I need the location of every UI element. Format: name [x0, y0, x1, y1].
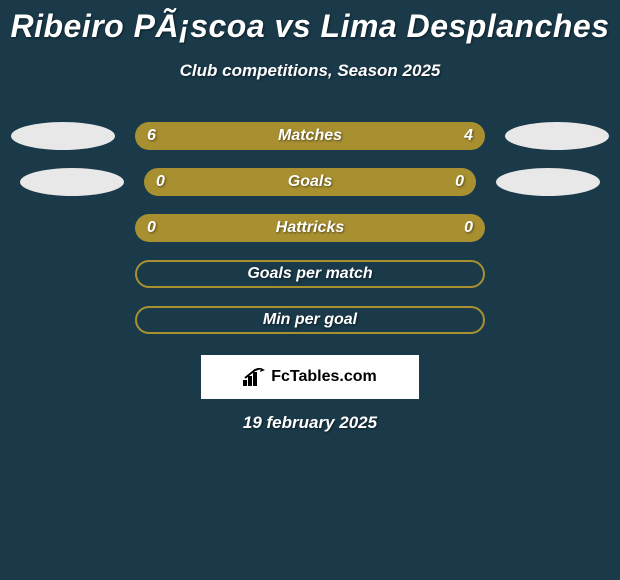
stat-label: Min per goal: [263, 311, 357, 329]
stat-row-matches: 6 Matches 4: [0, 119, 620, 153]
page-title: Ribeiro PÃ¡scoa vs Lima Desplanches: [0, 8, 620, 45]
stat-value-left: 6: [147, 127, 167, 145]
logo-text: FcTables.com: [271, 368, 377, 386]
stat-row-min-per-goal: Min per goal: [0, 303, 620, 337]
player-right-marker: [496, 168, 600, 196]
stat-row-goals-per-match: Goals per match: [0, 257, 620, 291]
chart-icon: [243, 368, 265, 386]
player-left-marker: [20, 168, 124, 196]
stat-value-right: 4: [453, 127, 473, 145]
stat-label: Goals: [288, 173, 332, 191]
subtitle: Club competitions, Season 2025: [0, 61, 620, 81]
player-right-marker: [505, 122, 609, 150]
stat-value-left: 0: [147, 219, 167, 237]
stat-value-right: 0: [453, 219, 473, 237]
ellipse-placeholder: [505, 260, 609, 288]
stat-row-goals: 0 Goals 0: [0, 165, 620, 199]
stat-value-right: 0: [444, 173, 464, 191]
stat-row-hattricks: 0 Hattricks 0: [0, 211, 620, 245]
ellipse-placeholder: [505, 306, 609, 334]
fctables-logo: FcTables.com: [201, 355, 419, 399]
stat-bar-hattricks: 0 Hattricks 0: [135, 214, 485, 242]
date-label: 19 february 2025: [0, 413, 620, 433]
stat-bar-goals-per-match: Goals per match: [135, 260, 485, 288]
stat-bar-min-per-goal: Min per goal: [135, 306, 485, 334]
stat-label: Hattricks: [276, 219, 344, 237]
comparison-infographic: Ribeiro PÃ¡scoa vs Lima Desplanches Club…: [0, 0, 620, 433]
ellipse-placeholder: [11, 306, 115, 334]
stat-label: Goals per match: [247, 265, 372, 283]
stat-bar-matches: 6 Matches 4: [135, 122, 485, 150]
stat-value-left: 0: [156, 173, 176, 191]
stat-label: Matches: [278, 127, 342, 145]
ellipse-placeholder: [11, 214, 115, 242]
ellipse-placeholder: [505, 214, 609, 242]
player-left-marker: [11, 122, 115, 150]
stat-bar-goals: 0 Goals 0: [144, 168, 476, 196]
ellipse-placeholder: [11, 260, 115, 288]
